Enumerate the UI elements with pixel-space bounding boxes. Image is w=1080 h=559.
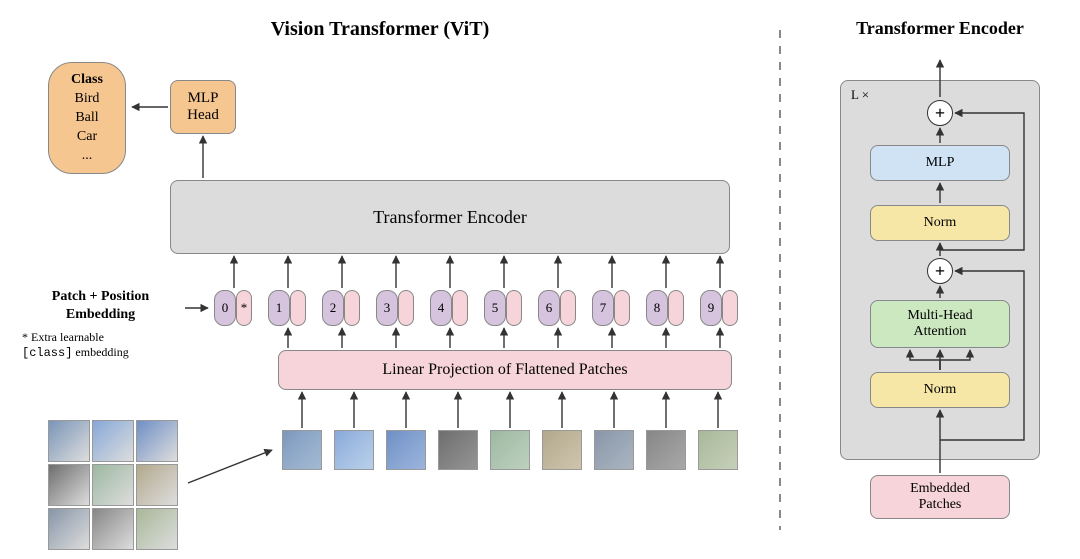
token-pos-7	[614, 290, 630, 326]
grid-cell-0-0	[48, 420, 90, 462]
lx-label: L ×	[851, 87, 869, 103]
class-header: Class	[63, 71, 111, 90]
token-index-1: 1	[268, 290, 290, 326]
grid-cell-1-2	[136, 464, 178, 506]
residual-add-top: +	[927, 100, 953, 126]
footnote-suffix: embedding	[72, 345, 128, 359]
class-output-box: Class Bird Ball Car ...	[48, 62, 126, 174]
divider-svg	[760, 0, 800, 559]
grid-cell-2-2	[136, 508, 178, 550]
token-pos-5	[506, 290, 522, 326]
patch-image-7	[594, 430, 634, 470]
grid-cell-1-1	[92, 464, 134, 506]
norm-block-lower: Norm	[870, 372, 1010, 408]
token-pos-4	[452, 290, 468, 326]
class-item: Bird	[63, 90, 111, 109]
token-index-3: 3	[376, 290, 398, 326]
token-pos-6	[560, 290, 576, 326]
class-item: Ball	[63, 109, 111, 128]
token-pos-8	[668, 290, 684, 326]
residual-add-mid: +	[927, 258, 953, 284]
diagram-container: Vision Transformer (ViT) Class Bird Ball…	[0, 0, 1080, 559]
token-class-star: *	[236, 290, 252, 326]
patch-image-3	[386, 430, 426, 470]
mlp-block: MLP	[870, 145, 1010, 181]
left-panel: Vision Transformer (ViT) Class Bird Ball…	[0, 0, 760, 559]
token-index-7: 7	[592, 290, 614, 326]
grid-cell-0-1	[92, 420, 134, 462]
patch-image-9	[698, 430, 738, 470]
token-pos-3	[398, 290, 414, 326]
left-title: Vision Transformer (ViT)	[0, 18, 760, 41]
footnote-code: [class]	[22, 346, 72, 360]
footnote-prefix: * Extra learnable	[22, 330, 104, 344]
grid-cell-2-0	[48, 508, 90, 550]
token-index-6: 6	[538, 290, 560, 326]
patch-position-embedding-label: Patch + Position Embedding	[18, 288, 183, 323]
token-pos-9	[722, 290, 738, 326]
patch-image-6	[542, 430, 582, 470]
mlp-head-block: MLP Head	[170, 80, 236, 134]
grid-cell-0-2	[136, 420, 178, 462]
grid-cell-2-1	[92, 508, 134, 550]
token-pos-1	[290, 290, 306, 326]
token-index-5: 5	[484, 290, 506, 326]
embedded-patches-block: Embedded Patches	[870, 475, 1010, 519]
transformer-encoder-block: Transformer Encoder	[170, 180, 730, 254]
embed-label-l2: Embedding	[66, 307, 135, 322]
embed-label-l1: Patch + Position	[52, 289, 149, 304]
class-item: ...	[63, 147, 111, 166]
class-token-footnote: * Extra learnable [class] embedding	[22, 330, 197, 361]
multi-head-attention-block: Multi-Head Attention	[870, 300, 1010, 348]
token-pos-2	[344, 290, 360, 326]
grid-cell-1-0	[48, 464, 90, 506]
patch-image-4	[438, 430, 478, 470]
patch-image-8	[646, 430, 686, 470]
norm-block-upper: Norm	[870, 205, 1010, 241]
token-index-0: 0	[214, 290, 236, 326]
right-title: Transformer Encoder	[800, 18, 1080, 39]
token-index-9: 9	[700, 290, 722, 326]
token-index-8: 8	[646, 290, 668, 326]
patch-image-2	[334, 430, 374, 470]
right-panel: Transformer Encoder L × + MLP Norm + Mul…	[800, 0, 1080, 559]
class-item: Car	[63, 128, 111, 147]
linear-projection-block: Linear Projection of Flattened Patches	[278, 350, 732, 390]
patch-image-1	[282, 430, 322, 470]
token-index-4: 4	[430, 290, 452, 326]
panel-divider	[760, 0, 800, 559]
patch-image-5	[490, 430, 530, 470]
token-index-2: 2	[322, 290, 344, 326]
